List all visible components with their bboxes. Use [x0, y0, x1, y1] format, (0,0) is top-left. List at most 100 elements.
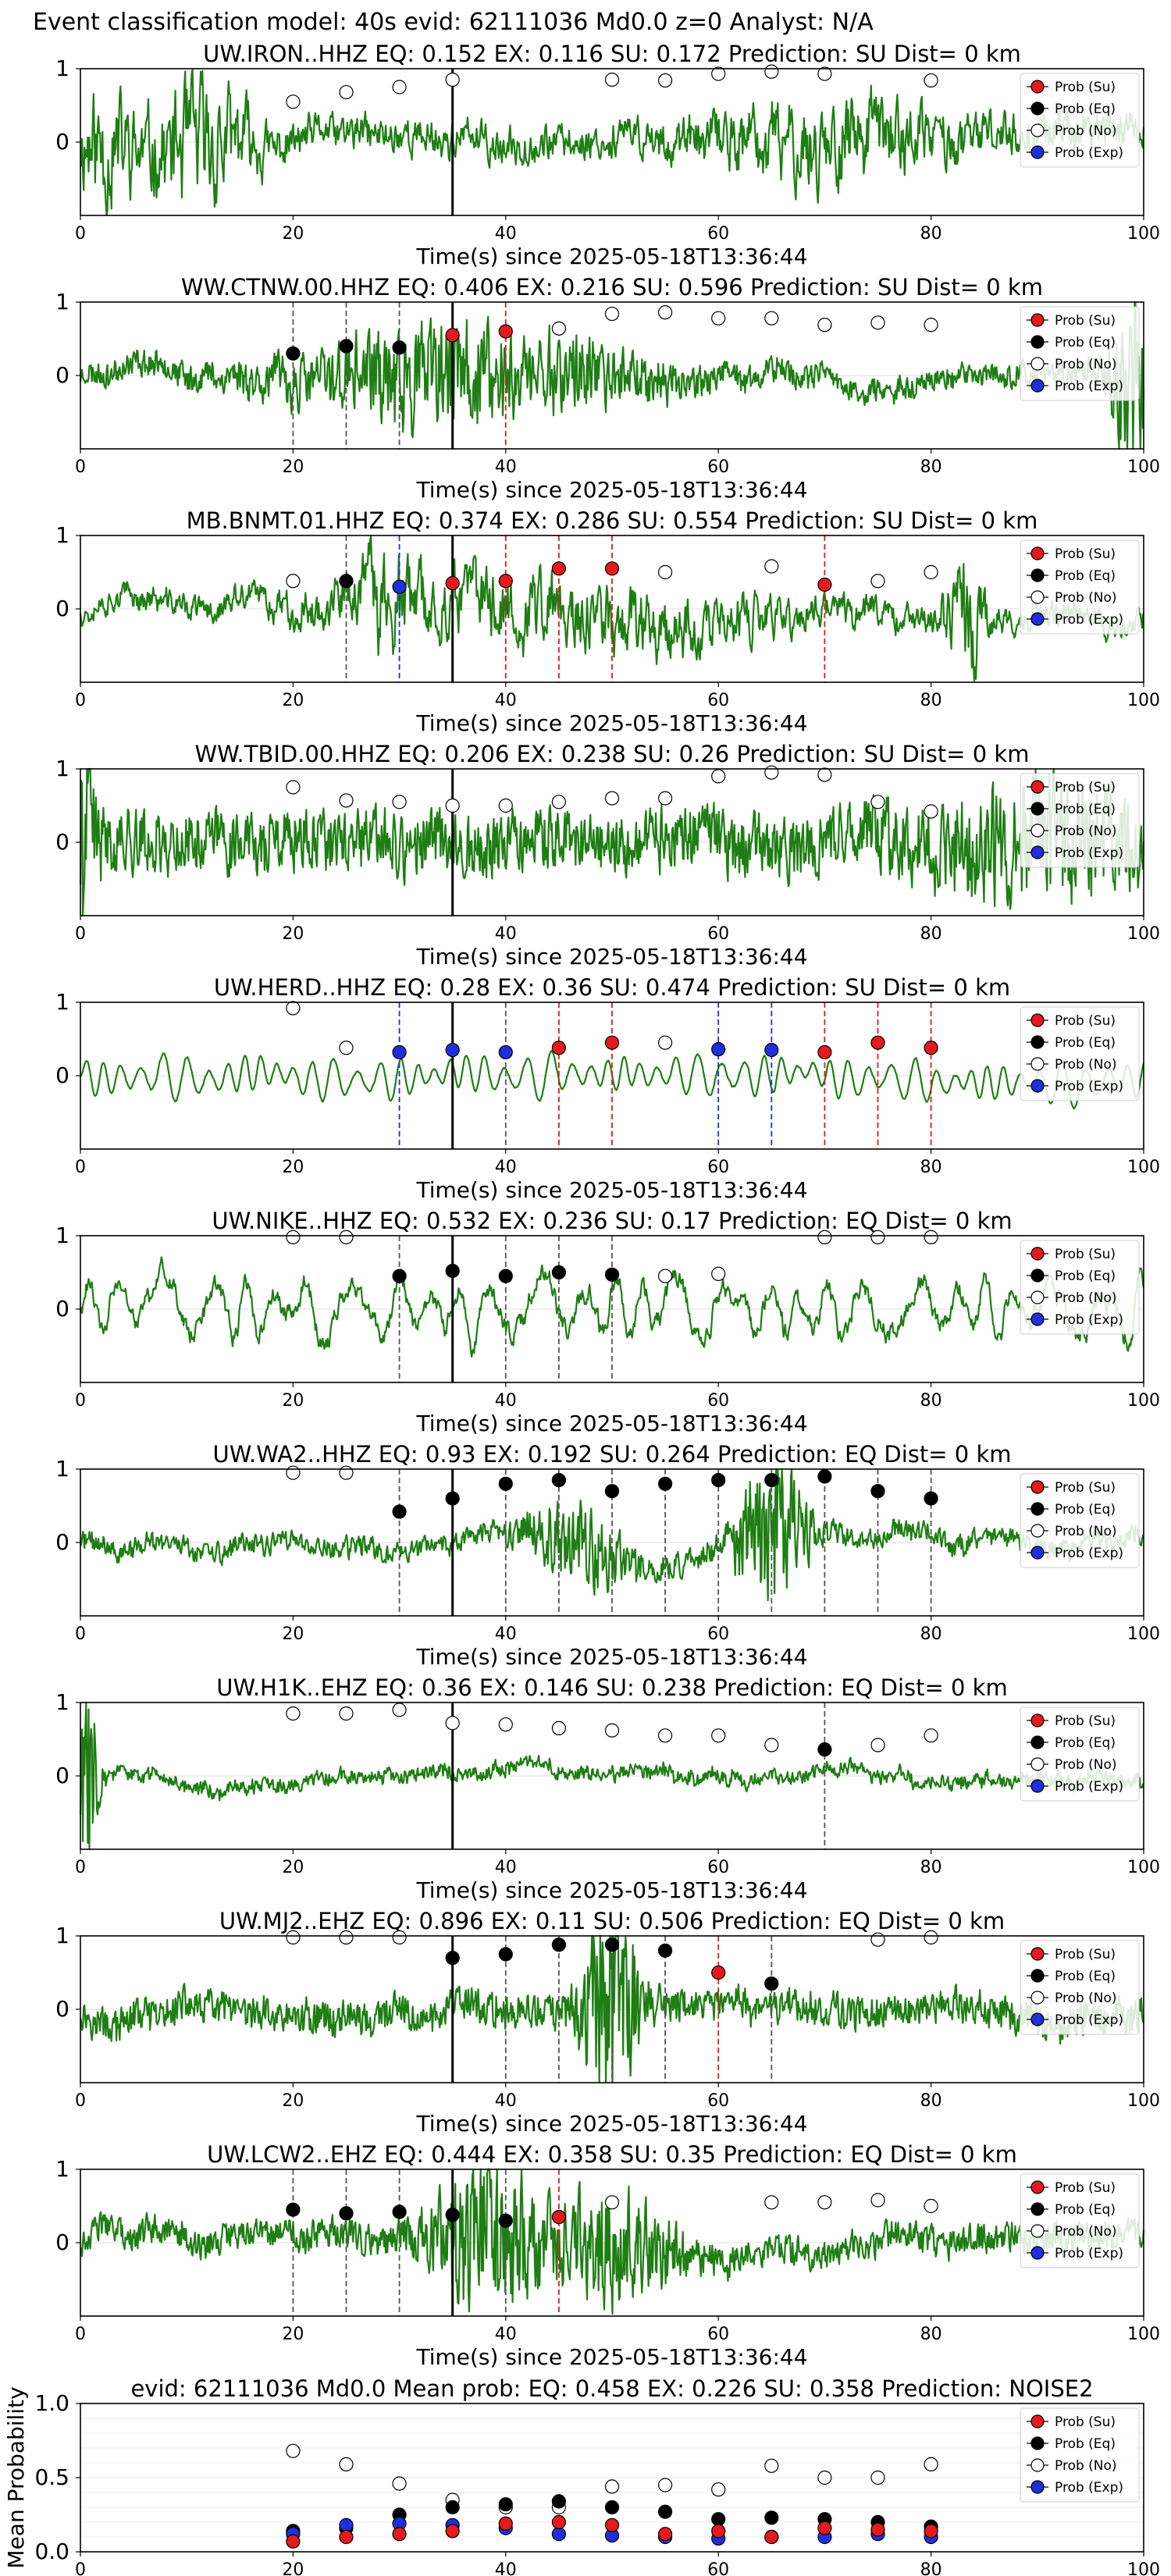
mean-marker-eq — [445, 2500, 460, 2515]
legend-label-eq: Prob (Eq) — [1055, 1268, 1116, 1284]
x-tick-label: 20 — [282, 2325, 304, 2344]
chart-panel: UW.WA2..HHZ EQ: 0.93 EX: 0.192 SU: 0.264… — [55, 1441, 1160, 1670]
legend-label-exp: Prob (Exp) — [1055, 845, 1123, 861]
x-tick-label: 80 — [920, 224, 942, 244]
chart-title: UW.H1K..EHZ EQ: 0.36 EX: 0.146 SU: 0.238… — [216, 1674, 1007, 1701]
prob-marker-no — [392, 795, 407, 809]
prob-marker-no — [286, 574, 301, 589]
chart-title: WW.TBID.00.HHZ EQ: 0.206 EX: 0.238 SU: 0… — [195, 741, 1030, 767]
legend-label-eq: Prob (Eq) — [1055, 1969, 1116, 1984]
prob-marker-no — [604, 791, 620, 806]
prob-marker-no — [657, 1035, 673, 1050]
legend-label-no: Prob (No) — [1055, 1057, 1117, 1073]
prob-marker-su — [870, 1035, 885, 1050]
legend-marker-no — [1030, 1991, 1045, 2005]
mean-marker-su — [604, 2517, 620, 2532]
x-tick-label: 40 — [495, 1624, 517, 1644]
chart-title: UW.IRON..HHZ EQ: 0.152 EX: 0.116 SU: 0.1… — [203, 41, 1021, 67]
mean-marker-eq — [604, 2500, 620, 2515]
legend-marker-eq — [1030, 1969, 1045, 1983]
x-tick-label: 20 — [282, 1624, 304, 1644]
x-tick-label: 0 — [75, 1158, 86, 1177]
prob-marker-no — [764, 2195, 779, 2210]
prob-marker-no — [392, 1930, 407, 1944]
legend-marker-no — [1030, 1290, 1045, 1304]
legend-label-eq: Prob (Eq) — [1055, 2202, 1116, 2218]
x-tick-label: 100 — [1127, 1858, 1160, 1877]
legend-label-su: Prob (Su) — [1055, 313, 1116, 329]
x-axis-label: Time(s) since 2025-05-18T13:36:44 — [415, 1177, 807, 1203]
prob-marker-eq — [445, 2208, 460, 2222]
legend-label-su: Prob (Su) — [1055, 1480, 1116, 1496]
x-tick-label: 0 — [75, 457, 86, 477]
legend-box — [1020, 1240, 1140, 1335]
x-tick-label: 40 — [495, 2325, 517, 2344]
x-tick-label: 80 — [920, 1158, 942, 1177]
prob-marker-eq — [392, 2204, 407, 2219]
prob-marker-no — [604, 1723, 620, 1738]
chart-panel: UW.NIKE..HHZ EQ: 0.532 EX: 0.236 SU: 0.1… — [55, 1208, 1160, 1436]
prob-marker-no — [657, 791, 673, 806]
prob-marker-no — [392, 80, 407, 94]
legend-marker-su — [1030, 1480, 1045, 1494]
chart-panel: UW.MJ2..EHZ EQ: 0.896 EX: 0.11 SU: 0.506… — [55, 1908, 1160, 2137]
mean-marker-no — [711, 2482, 726, 2497]
waveform — [79, 1256, 1145, 1358]
x-tick-label: 80 — [920, 924, 942, 944]
prob-marker-no — [339, 793, 354, 808]
prob-marker-no — [764, 311, 779, 326]
mean-marker-su — [764, 2529, 779, 2545]
mean-marker-su — [711, 2524, 726, 2539]
mean-marker-eq — [764, 2510, 779, 2525]
x-tick-label: 40 — [495, 224, 517, 244]
legend-marker-exp — [1030, 2480, 1045, 2494]
legend-label-eq: Prob (Eq) — [1055, 1502, 1116, 1517]
x-tick-label: 40 — [495, 924, 517, 944]
chart-panel: evid: 62111036 Md0.0 Mean prob: EQ: 0.45… — [3, 2375, 1160, 2576]
prob-marker-no — [870, 1738, 885, 1752]
x-tick-label: 20 — [282, 2091, 304, 2111]
mean-marker-eq — [551, 2494, 567, 2509]
prob-marker-no — [445, 1716, 460, 1731]
y-tick-label: 0 — [55, 1996, 69, 2022]
x-tick-label: 100 — [1127, 2091, 1160, 2111]
x-tick-label: 20 — [282, 1391, 304, 1411]
legend-label-exp: Prob (Exp) — [1055, 1779, 1123, 1795]
mean-marker-su — [445, 2524, 460, 2539]
prob-marker-no — [286, 1706, 301, 1721]
x-tick-label: 60 — [707, 1858, 729, 1877]
x-tick-label: 20 — [282, 2560, 304, 2576]
legend-marker-su — [1030, 780, 1045, 794]
x-tick-label: 80 — [920, 2091, 942, 2111]
y-tick-label: 0 — [55, 2229, 69, 2255]
x-tick-label: 60 — [707, 2560, 729, 2576]
prob-marker-exp — [445, 1042, 460, 1058]
legend-marker-no — [1030, 824, 1045, 838]
legend-box — [1020, 1940, 1140, 2035]
y-tick-label: 1 — [55, 1689, 69, 1715]
prob-marker-exp — [392, 579, 407, 594]
prob-marker-eq — [604, 1267, 620, 1282]
x-tick-label: 0 — [75, 1858, 86, 1877]
waveform — [80, 1468, 1144, 1602]
chart-panel: UW.LCW2..EHZ EQ: 0.444 EX: 0.358 SU: 0.3… — [55, 2141, 1160, 2370]
legend-label-exp: Prob (Exp) — [1055, 1312, 1123, 1328]
prob-marker-no — [604, 2195, 620, 2210]
prob-marker-su — [924, 1041, 938, 1055]
y-tick-label: 0 — [55, 1062, 69, 1088]
x-tick-label: 100 — [1127, 1391, 1160, 1411]
x-tick-label: 100 — [1127, 457, 1160, 477]
legend-label-no: Prob (No) — [1055, 357, 1117, 372]
legend-label-no: Prob (No) — [1055, 824, 1117, 839]
prob-marker-eq — [445, 1264, 460, 1279]
waveform — [79, 68, 1145, 217]
x-tick-label: 20 — [282, 691, 304, 710]
x-tick-label: 80 — [920, 2560, 942, 2576]
legend-marker-su — [1030, 2414, 1045, 2428]
chart-panel: WW.CTNW.00.HHZ EQ: 0.406 EX: 0.216 SU: 0… — [55, 274, 1160, 503]
y-tick-label: 0 — [55, 1529, 69, 1555]
legend-marker-su — [1030, 1947, 1045, 1961]
prob-marker-no — [339, 1930, 354, 1944]
prob-marker-su — [445, 575, 460, 591]
prob-marker-eq — [657, 1943, 673, 1958]
